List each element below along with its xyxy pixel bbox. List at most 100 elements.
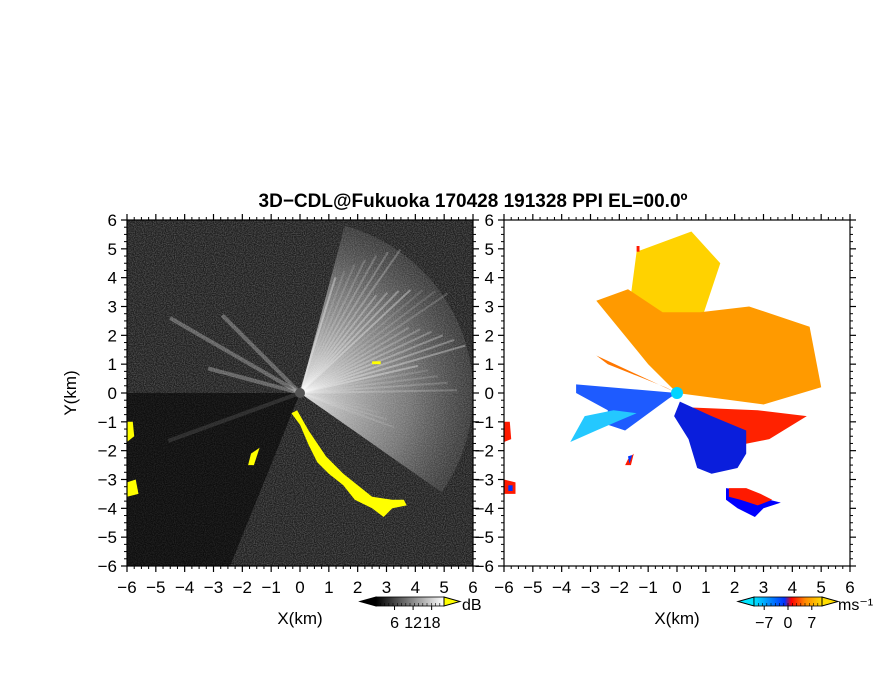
velocity-colorbar-ticks: −7 0 7 (753, 603, 823, 632)
colorbar-tick-label: 0 (784, 615, 793, 632)
y-tick-label: 1 (485, 355, 494, 374)
reflectivity-over-region (248, 447, 260, 466)
reflectivity-ray (299, 364, 419, 394)
y-tick-label: 0 (485, 384, 494, 403)
x-tick-label: −2 (233, 578, 252, 597)
reflectivity-ray (299, 389, 458, 394)
reflectivity-ray (299, 292, 449, 394)
x-tick-label: 0 (672, 578, 681, 597)
reflectivity-bright-fan (300, 225, 473, 493)
x-tick-label: −6 (494, 578, 513, 597)
x-tick-label: 5 (439, 578, 448, 597)
velocity-colorbar-under-arrow (736, 596, 755, 607)
reflectivity-y-label: Y(km) (61, 370, 80, 415)
reflectivity-ray (299, 264, 356, 394)
x-tick-label: 3 (382, 578, 391, 597)
y-tick-label: −6 (98, 557, 117, 576)
x-tick-label: 3 (759, 578, 768, 597)
reflectivity-colorbar-under-arrow (358, 596, 377, 607)
velocity-colorbar-unit: ms⁻¹ (838, 597, 873, 614)
x-tick-label: 5 (816, 578, 825, 597)
y-tick-label: −2 (475, 442, 494, 461)
reflectivity-x-label: X(km) (277, 609, 322, 628)
velocity-plot-area (504, 220, 850, 566)
reflectivity-ray (299, 392, 372, 408)
reflectivity-colorbar-over-arrow (443, 596, 462, 607)
x-tick-label: 0 (295, 578, 304, 597)
y-tick-label: −6 (475, 557, 494, 576)
colorbar-tick-label: −7 (755, 615, 773, 632)
y-tick-label: 2 (108, 326, 117, 345)
reflectivity-ray (299, 289, 412, 394)
velocity-region (728, 488, 773, 506)
x-tick-label: −3 (204, 578, 223, 597)
y-tick-label: 1 (108, 355, 117, 374)
x-tick-label: −4 (175, 578, 194, 597)
reflectivity-ray (299, 290, 436, 394)
y-tick-label: 6 (108, 211, 117, 230)
reflectivity-ray (299, 375, 439, 394)
reflectivity-ray (299, 381, 448, 394)
x-tick-label: −5 (523, 578, 542, 597)
y-tick-label: 5 (485, 240, 494, 259)
y-tick-label: −4 (98, 499, 117, 518)
reflectivity-ray (299, 369, 429, 394)
y-tick-label: −1 (475, 413, 494, 432)
velocity-region (576, 384, 677, 431)
x-tick-label: −2 (610, 578, 629, 597)
reflectivity-ray (299, 251, 389, 394)
x-tick-label: 4 (411, 578, 420, 597)
reflectivity-colorbar-unit: dB (462, 597, 482, 614)
velocity-region (508, 485, 513, 491)
colorbar-tick-label: 6 (390, 615, 399, 632)
y-tick-label: 5 (108, 240, 117, 259)
y-tick-label: −1 (98, 413, 117, 432)
y-tick-label: 4 (108, 269, 117, 288)
velocity-region (596, 289, 822, 405)
velocity-colorbar-over-arrow (821, 596, 840, 607)
reflectivity-over-region (291, 410, 407, 517)
x-tick-label: −1 (261, 578, 280, 597)
x-tick-label: −1 (638, 578, 657, 597)
reflectivity-ray (169, 316, 302, 395)
reflectivity-over-region (127, 421, 135, 442)
velocity-region (674, 401, 747, 474)
velocity-region (596, 355, 677, 393)
x-tick-label: −6 (117, 578, 136, 597)
y-tick-label: 6 (485, 211, 494, 230)
reflectivity-ray (299, 291, 389, 394)
y-tick-label: 3 (108, 298, 117, 317)
figure-title: 3D−CDL@Fukuoka 170428 191328 PPI EL=00.0… (259, 191, 688, 212)
x-tick-label: −3 (581, 578, 600, 597)
reflectivity-ray (299, 344, 466, 394)
reflectivity-ray (299, 392, 380, 414)
y-tick-label: 3 (485, 298, 494, 317)
y-tick-label: 4 (485, 269, 494, 288)
reflectivity-ray (299, 326, 410, 394)
y-tick-label: 0 (108, 384, 117, 403)
velocity-center-marker (671, 387, 683, 399)
reflectivity-ray (299, 249, 402, 394)
colorbar-tick-label: 7 (807, 615, 816, 632)
y-tick-label: −3 (475, 471, 494, 490)
reflectivity-over-region (127, 479, 139, 497)
velocity-region (570, 410, 637, 442)
reflectivity-dark-wedge (127, 393, 300, 566)
reflectivity-ray (299, 294, 378, 394)
x-tick-label: −4 (552, 578, 571, 597)
y-tick-label: −4 (475, 499, 494, 518)
x-tick-label: 6 (468, 578, 477, 597)
reflectivity-ray (299, 330, 432, 394)
x-tick-label: 6 (845, 578, 854, 597)
velocity-region (504, 421, 512, 442)
reflectivity-plot-area (127, 220, 473, 566)
reflectivity-colorbar-ticks: 6 12 18 (375, 603, 445, 632)
velocity-x-label: X(km) (654, 609, 699, 628)
reflectivity-ray (299, 392, 388, 421)
y-tick-label: −3 (98, 471, 117, 490)
